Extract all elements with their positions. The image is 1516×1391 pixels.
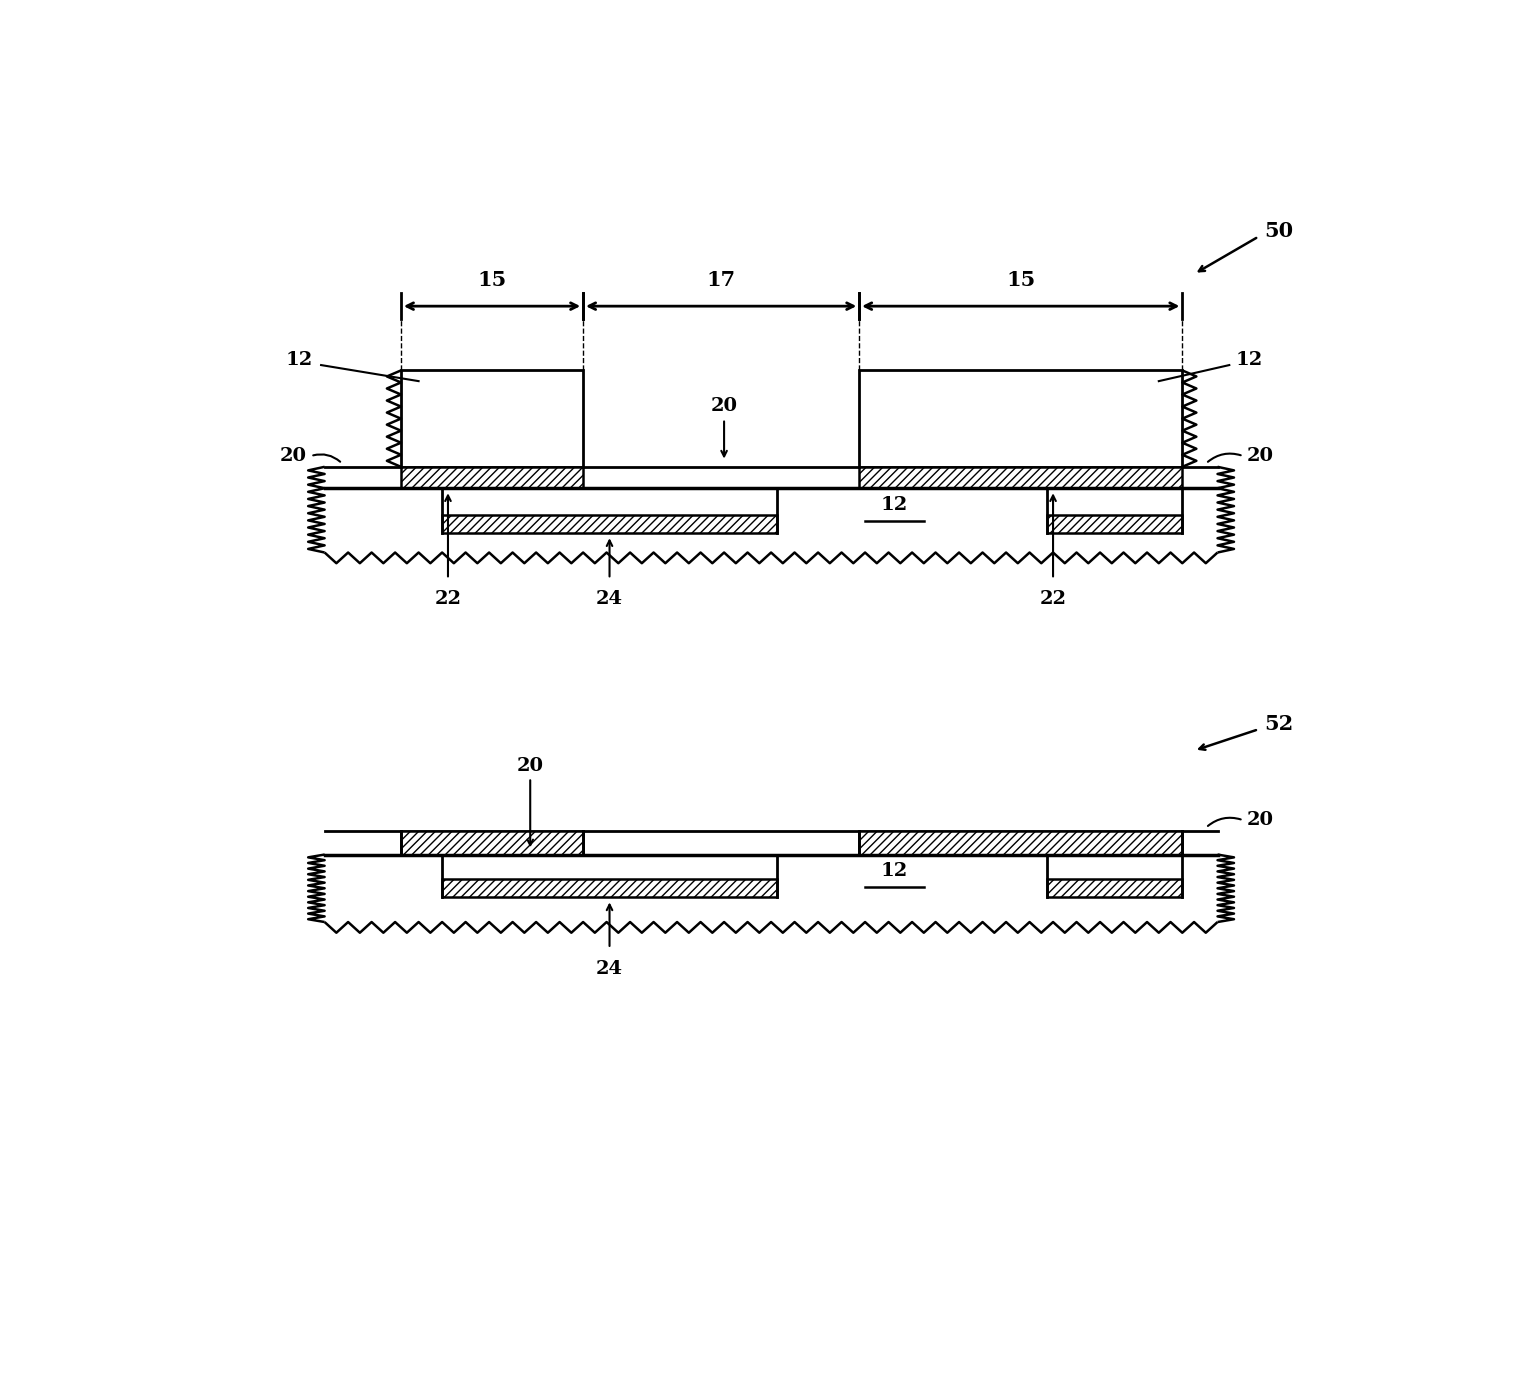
Text: 20: 20 <box>280 447 306 465</box>
Text: 22: 22 <box>435 590 461 608</box>
Bar <box>400 830 584 854</box>
Text: 52: 52 <box>1264 714 1293 734</box>
Bar <box>860 370 1182 467</box>
Bar <box>1048 879 1182 897</box>
Bar <box>443 879 778 897</box>
Bar <box>860 830 1182 854</box>
Text: 20: 20 <box>711 398 738 416</box>
Text: 22: 22 <box>1040 590 1067 608</box>
Text: 17: 17 <box>706 270 735 291</box>
Text: 15: 15 <box>478 270 506 291</box>
Text: 50: 50 <box>1264 221 1293 241</box>
Bar <box>1048 515 1182 533</box>
Text: 24: 24 <box>596 960 623 978</box>
Text: 20: 20 <box>1246 811 1273 829</box>
Bar <box>860 830 1182 854</box>
Bar <box>400 467 584 488</box>
Text: 12: 12 <box>285 351 312 369</box>
Text: 20: 20 <box>1246 447 1273 465</box>
Text: 12: 12 <box>881 861 908 879</box>
Bar <box>860 467 1182 488</box>
Text: 24: 24 <box>596 590 623 608</box>
Text: 20: 20 <box>517 757 544 775</box>
Text: 12: 12 <box>881 497 908 515</box>
Bar <box>443 515 778 533</box>
Text: 12: 12 <box>1236 351 1263 369</box>
Bar <box>400 830 584 854</box>
Text: 15: 15 <box>1007 270 1035 291</box>
Bar <box>400 370 584 467</box>
